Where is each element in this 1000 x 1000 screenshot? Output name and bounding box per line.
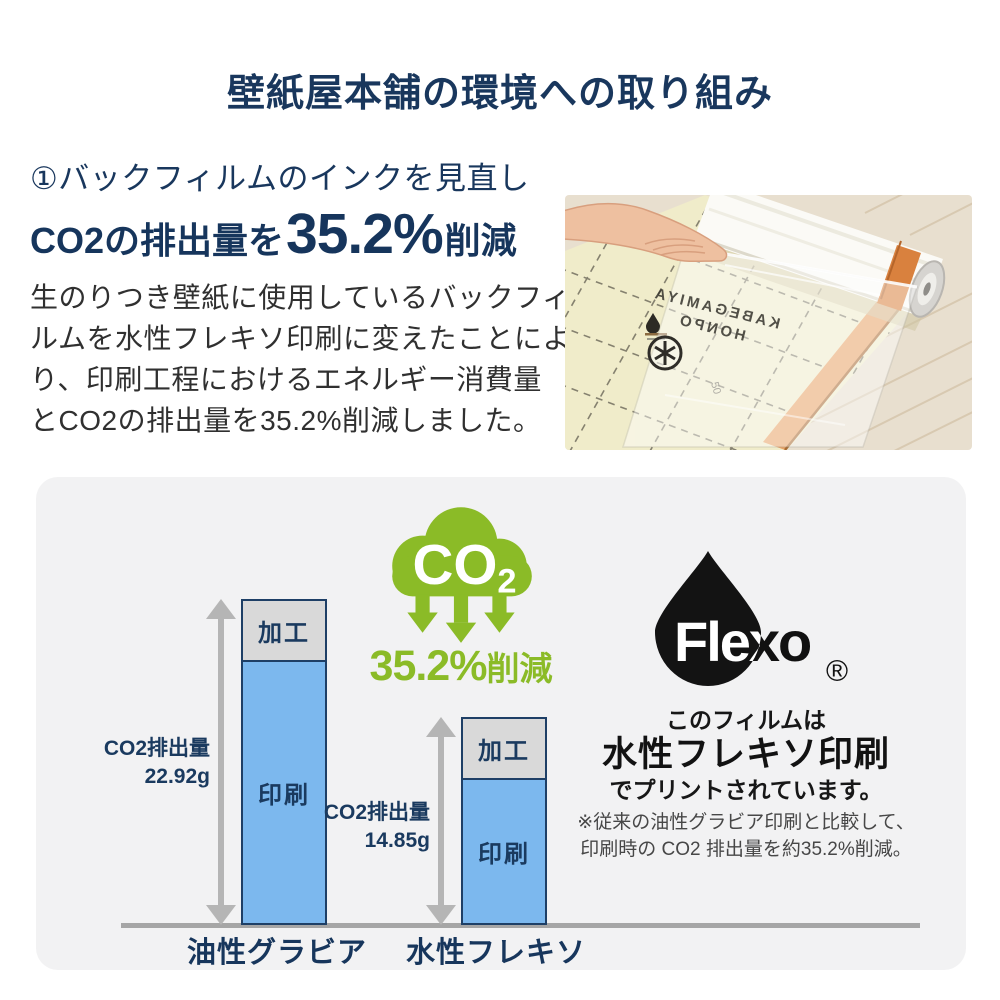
clear-back-film: KABEGAMIYA HONPO (621, 245, 918, 448)
reduction-suffix: 削減 (486, 650, 553, 687)
section-heading: ①バックフィルムのインクを見直し (30, 161, 530, 196)
headline-prefix: CO2の排出量を (30, 220, 285, 261)
emission-amount-flexo: CO2排出量 14.85g (270, 799, 430, 855)
flexo-logo-text: Flexo (674, 610, 811, 673)
headline-suffix: 削減 (444, 220, 517, 261)
intro-paragraph-line: 生のりつき壁紙に使用しているバックフィ (30, 282, 571, 313)
segment-label: 印刷 (478, 841, 530, 868)
emission-amount-gravure: CO2排出量 22.92g (50, 735, 210, 791)
flexo-logo: Flexo Flexo ® (655, 551, 848, 688)
emission-arrow-gravure (206, 599, 236, 925)
reduction-text: 35.2%削減 (351, 645, 571, 688)
film-circle-logo (647, 335, 683, 371)
headline: CO2の排出量を 35.2% 削減 (30, 206, 517, 263)
arrow-down-icon (206, 905, 236, 925)
segment-label: 印刷 (258, 782, 310, 809)
emission-amount-value: 22.92g (144, 765, 210, 788)
flexo-caption-line1: このフィルムは (665, 707, 827, 733)
segment-label: 加工 (258, 620, 310, 647)
arrow-down-icon (426, 905, 456, 925)
segment-label: 加工 (478, 738, 530, 765)
flexo-caption-line2: 水性フレキソ印刷 (601, 735, 890, 774)
intro-paragraph: 生のりつき壁紙に使用しているバックフィ ルムを水性フレキソ印刷に変えたことによ … (30, 277, 575, 441)
page-title: 壁紙屋本舗の環境への取り組み (226, 73, 773, 115)
arrow-shaft (218, 615, 224, 909)
flexo-note: ※従来の油性グラビア印刷と比較して、 印刷時の CO2 排出量を約35.2%削減… (561, 809, 931, 863)
hand (565, 202, 728, 263)
headline-number: 35.2% (286, 202, 444, 266)
arrow-up-icon (206, 599, 236, 619)
intro-paragraph-line: とCO2の排出量を35.2%削減しました。 (30, 405, 542, 436)
wallpaper-roll (689, 195, 946, 331)
roll-end-cap (908, 260, 946, 318)
roll-orange-band (877, 245, 921, 311)
bar-gravure: 加工 印刷 (241, 599, 327, 925)
bar-flexo-print-segment: 印刷 (461, 780, 547, 925)
flexo-caption-line3: でプリントされています。 (609, 777, 883, 803)
intro-paragraph-line: ルムを水性フレキソ印刷に変えたことによ (30, 323, 571, 354)
photo-illustration: 10 50 (565, 195, 972, 450)
arrow-shaft (438, 733, 444, 909)
flexo-note-line1: ※従来の油性グラビア印刷と比較して、 (577, 812, 915, 833)
bar-gravure-print-segment: 印刷 (241, 662, 327, 925)
bar-flexo-process-segment: 加工 (461, 717, 547, 780)
emission-arrow-flexo (426, 717, 456, 925)
bar-flexo: 加工 印刷 (461, 717, 547, 925)
emission-amount-label: CO2排出量 (323, 801, 430, 824)
flexo-logo-text-overlay: Flexo (674, 610, 811, 673)
ruler-number: 50 (708, 381, 723, 396)
category-label-flexo: 水性フレキソ (405, 937, 586, 969)
co2-cloud-icon: CO2 (392, 507, 532, 643)
category-label-gravure: 油性グラビア (186, 937, 367, 969)
product-photo: 10 50 (565, 195, 972, 450)
arrow-up-icon (426, 717, 456, 737)
reduction-number: 35.2% (369, 642, 488, 690)
registered-mark: ® (826, 655, 848, 688)
co2-down-arrows-icon (407, 594, 515, 643)
flexo-note-line2: 印刷時の CO2 排出量を約35.2%削減。 (580, 839, 912, 860)
emission-amount-value: 14.85g (364, 829, 430, 852)
x-axis (121, 923, 920, 928)
co2-cloud-label: CO2 (412, 534, 516, 600)
emission-amount-label: CO2排出量 (103, 737, 210, 760)
bar-gravure-process-segment: 加工 (241, 599, 327, 662)
comparison-panel: 加工 印刷 CO2排出量 22.92g 油性グラビア 加工 印刷 (36, 477, 966, 970)
droplet-icon (655, 551, 761, 686)
intro-paragraph-line: り、印刷工程におけるエネルギー消費量 (30, 364, 542, 395)
